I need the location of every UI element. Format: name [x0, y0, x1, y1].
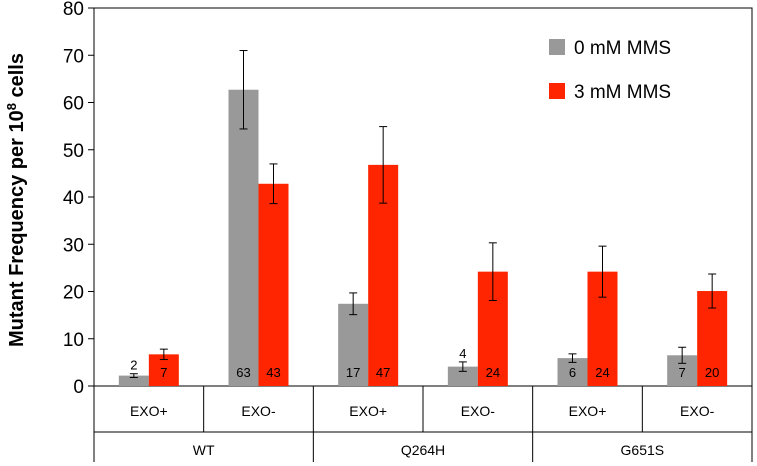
bar: [118, 375, 149, 386]
plot-area: 0 10 20 30 40 50 60 70 80 EXO+ EXO- EXO+ EXO- EXO+ EXO…: [63, 0, 753, 462]
group-label: G651S: [621, 442, 665, 458]
bar: [447, 366, 478, 386]
y-tick-label: 60: [63, 94, 84, 115]
bar: [338, 303, 369, 386]
category-label: EXO-: [680, 403, 715, 419]
y-tick-label: 10: [63, 330, 84, 351]
legend-swatch: [549, 83, 565, 99]
y-tick-label: 0: [73, 377, 84, 398]
data-label: 17: [346, 365, 360, 380]
data-label: 7: [679, 365, 686, 380]
data-label: 24: [486, 365, 500, 380]
bar: [228, 89, 259, 387]
category-label: EXO+: [349, 403, 387, 419]
data-label: 63: [236, 365, 250, 380]
plot-frame: [93, 7, 753, 387]
data-label: 24: [595, 365, 609, 380]
data-label: 20: [705, 365, 719, 380]
y-axis-label: Mutant Frequency per 108 cells: [4, 53, 29, 347]
y-tick-label: 50: [63, 141, 84, 162]
bar: [258, 183, 289, 386]
data-label: 43: [266, 365, 280, 380]
data-label: 6: [569, 365, 576, 380]
data-label: 7: [160, 365, 167, 380]
category-label: EXO+: [569, 403, 607, 419]
group-label: WT: [193, 442, 215, 458]
legend-swatch: [549, 39, 565, 55]
legend-label: 3 mM MMS: [574, 82, 671, 103]
data-label: 4: [459, 346, 466, 361]
y-tick-label: 80: [63, 0, 84, 20]
category-label: EXO-: [461, 403, 496, 419]
category-label: EXO-: [241, 403, 276, 419]
y-tick-label: 30: [63, 235, 84, 256]
data-label: 47: [376, 365, 390, 380]
data-label: 2: [130, 358, 137, 373]
y-axis-label-superscript: 8: [4, 103, 19, 110]
group-label: Q264H: [401, 442, 445, 458]
y-tick-label: 20: [63, 283, 84, 304]
y-tick-label: 40: [63, 188, 84, 209]
y-tick-label: 70: [63, 46, 84, 67]
category-label: EXO+: [130, 403, 168, 419]
legend-label: 0 mM MMS: [574, 38, 671, 59]
